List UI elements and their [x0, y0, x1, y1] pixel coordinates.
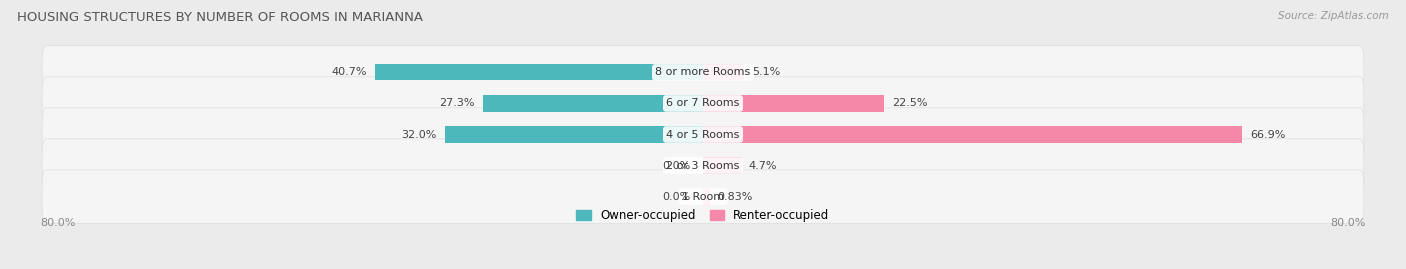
- Text: 22.5%: 22.5%: [893, 98, 928, 108]
- Bar: [703, 126, 1241, 143]
- FancyBboxPatch shape: [42, 46, 1364, 99]
- Bar: [446, 126, 703, 143]
- Text: 4.7%: 4.7%: [749, 161, 778, 171]
- Text: 0.0%: 0.0%: [662, 192, 690, 201]
- Text: 0.83%: 0.83%: [717, 192, 754, 201]
- Text: 8 or more Rooms: 8 or more Rooms: [655, 68, 751, 77]
- Text: 40.7%: 40.7%: [332, 68, 367, 77]
- Bar: [375, 64, 703, 80]
- Bar: [703, 95, 884, 112]
- Text: Source: ZipAtlas.com: Source: ZipAtlas.com: [1278, 11, 1389, 21]
- FancyBboxPatch shape: [42, 139, 1364, 192]
- Text: 5.1%: 5.1%: [752, 68, 780, 77]
- Text: 32.0%: 32.0%: [402, 129, 437, 140]
- Text: 4 or 5 Rooms: 4 or 5 Rooms: [666, 129, 740, 140]
- Text: 6 or 7 Rooms: 6 or 7 Rooms: [666, 98, 740, 108]
- Text: 0.0%: 0.0%: [662, 161, 690, 171]
- Bar: [703, 157, 741, 174]
- Bar: [703, 64, 744, 80]
- Bar: [703, 189, 710, 205]
- Text: 27.3%: 27.3%: [440, 98, 475, 108]
- Text: 1 Room: 1 Room: [682, 192, 724, 201]
- Legend: Owner-occupied, Renter-occupied: Owner-occupied, Renter-occupied: [576, 209, 830, 222]
- Bar: [484, 95, 703, 112]
- Text: 2 or 3 Rooms: 2 or 3 Rooms: [666, 161, 740, 171]
- FancyBboxPatch shape: [42, 108, 1364, 161]
- Text: HOUSING STRUCTURES BY NUMBER OF ROOMS IN MARIANNA: HOUSING STRUCTURES BY NUMBER OF ROOMS IN…: [17, 11, 423, 24]
- Text: 66.9%: 66.9%: [1250, 129, 1285, 140]
- FancyBboxPatch shape: [42, 77, 1364, 130]
- FancyBboxPatch shape: [42, 170, 1364, 223]
